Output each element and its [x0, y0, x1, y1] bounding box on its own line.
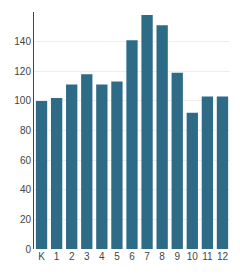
svg-text:K: K — [38, 251, 45, 262]
svg-text:6: 6 — [129, 251, 135, 262]
svg-text:60: 60 — [20, 155, 32, 166]
svg-text:11: 11 — [202, 251, 213, 262]
svg-text:10: 10 — [187, 251, 199, 262]
svg-text:2: 2 — [69, 251, 75, 262]
svg-text:9: 9 — [174, 251, 180, 262]
svg-text:40: 40 — [20, 184, 32, 195]
svg-text:12: 12 — [217, 251, 229, 262]
svg-text:20: 20 — [20, 214, 32, 225]
svg-text:80: 80 — [20, 125, 32, 136]
svg-text:3: 3 — [84, 251, 90, 262]
svg-text:7: 7 — [144, 251, 150, 262]
svg-text:8: 8 — [159, 251, 165, 262]
svg-text:1: 1 — [54, 251, 60, 262]
svg-text:100: 100 — [14, 95, 31, 106]
svg-text:140: 140 — [14, 36, 31, 47]
svg-text:0: 0 — [25, 244, 31, 255]
svg-text:5: 5 — [114, 251, 120, 262]
svg-text:4: 4 — [99, 251, 105, 262]
svg-text:120: 120 — [14, 66, 31, 77]
